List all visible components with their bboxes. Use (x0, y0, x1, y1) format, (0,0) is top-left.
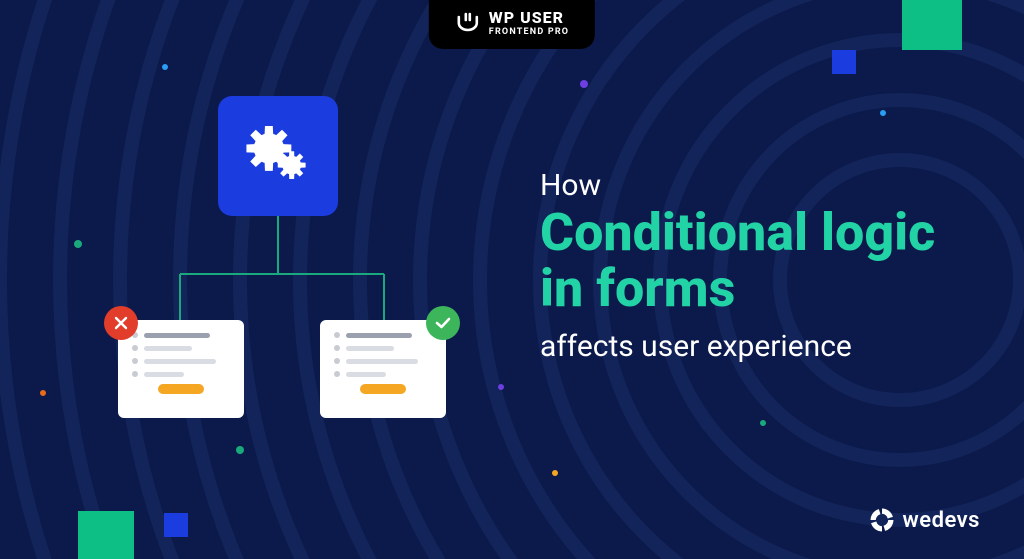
headline-line1: How (540, 168, 980, 203)
headline: How Conditional logic in forms affects u… (540, 168, 980, 364)
logo-line2: FRONTEND PRO (489, 28, 569, 37)
infographic-canvas: WP USER FRONTEND PRO How Conditional log… (0, 0, 1024, 559)
decor-square-bottom-green (78, 511, 134, 559)
gears-icon (240, 118, 316, 194)
wedevs-icon (869, 507, 895, 533)
form-cta (360, 384, 406, 394)
wedevs-brand: wedevs (869, 507, 981, 533)
decor-dot (880, 110, 886, 116)
form-cta (158, 384, 204, 394)
decor-dot (162, 64, 168, 70)
decor-dot (580, 80, 588, 88)
decor-dot (74, 240, 82, 248)
decor-dot (760, 420, 766, 426)
check-icon (434, 314, 452, 332)
logo-line1: WP USER (489, 10, 569, 26)
decor-dot (498, 384, 504, 390)
form-card-accepted (320, 320, 446, 418)
settings-node (218, 96, 338, 216)
decor-dot (40, 390, 46, 396)
form-card-rejected (118, 320, 244, 418)
accept-badge (426, 306, 460, 340)
wp-user-icon (455, 11, 481, 37)
wedevs-text: wedevs (903, 508, 981, 533)
decor-square-bottom-blue (164, 513, 188, 537)
flow-diagram (94, 96, 474, 426)
decor-dot (552, 470, 558, 476)
decor-square-top-green (902, 0, 962, 50)
headline-emphasis: Conditional logic in forms (540, 205, 980, 317)
reject-badge (104, 306, 138, 340)
decor-dot (236, 446, 244, 454)
headline-line3: affects user experience (540, 329, 980, 364)
product-logo-badge: WP USER FRONTEND PRO (429, 0, 595, 49)
decor-square-top-blue (832, 50, 856, 74)
close-icon (113, 315, 129, 331)
